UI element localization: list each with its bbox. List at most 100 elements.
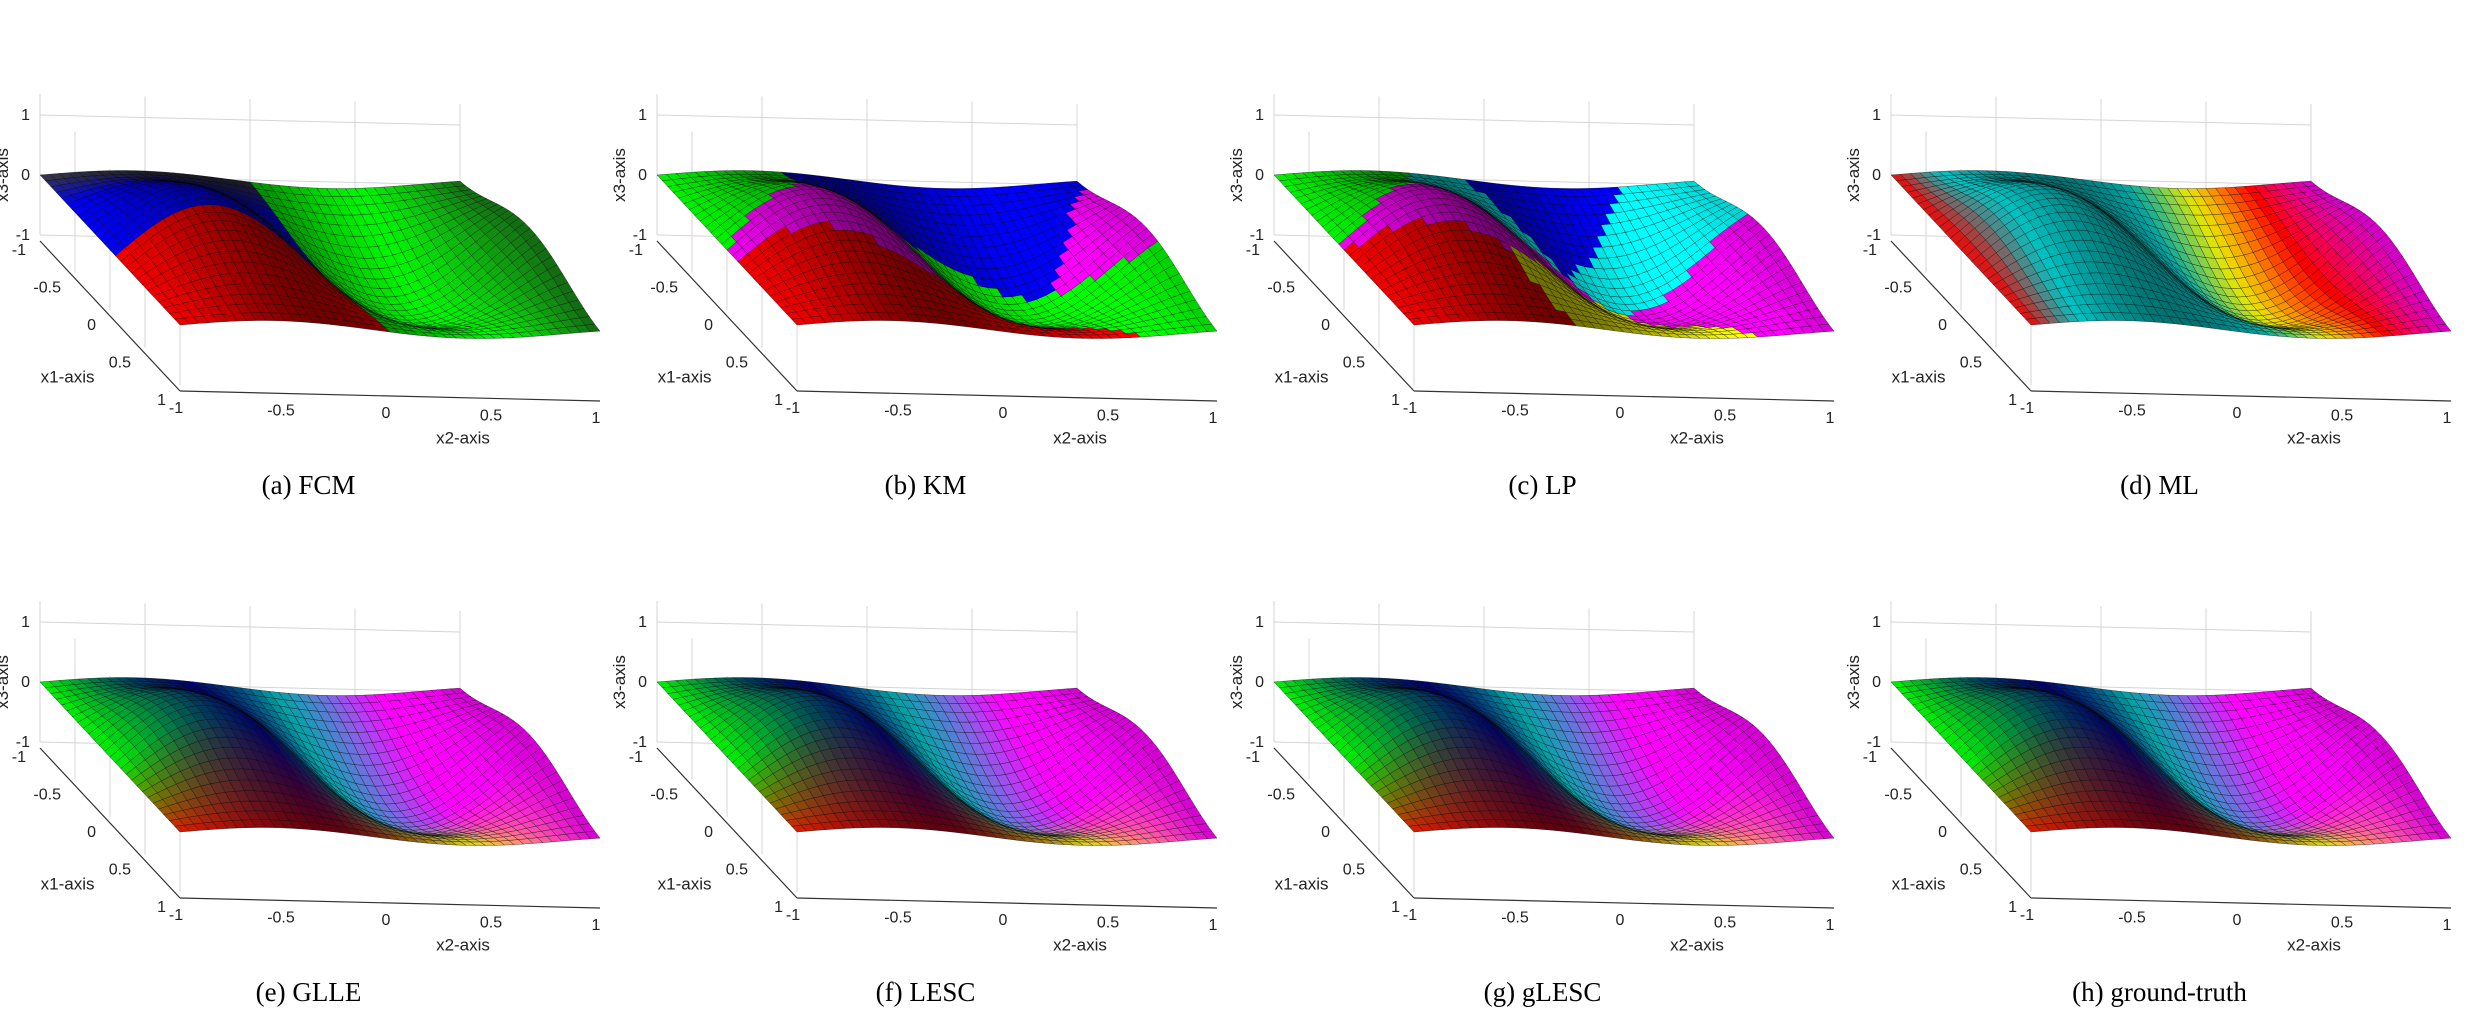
x1-tick-label: 0 xyxy=(704,317,713,334)
x3-tick-label: -1 xyxy=(1250,227,1264,244)
x3-tick-label: 1 xyxy=(1872,107,1881,124)
x2-tick-label: -1 xyxy=(169,400,183,417)
x1-axis-label: x1-axis xyxy=(41,367,95,386)
x2-tick-label: -1 xyxy=(786,400,800,417)
x3-tick-label: -1 xyxy=(633,227,647,244)
surface-plot: 10-1-1-0.500.51 -1 -0.5 0 0.5 1x3-axisx1-axis… xyxy=(1227,94,1835,448)
x1-axis-label: x1-axis xyxy=(658,367,712,386)
surface-patch xyxy=(1683,180,1700,187)
tick-labels: 10-1-1-0.500.51 -1 -0.5 0 0.5 1 xyxy=(629,107,1218,427)
x3-axis-label: x3-axis xyxy=(1227,148,1246,202)
surface-plot: 10-1-1-0.500.51 -1 -0.5 0 0.5 1x3-axisx1-axis… xyxy=(610,94,1218,448)
x1-tick-label: 0 xyxy=(1938,317,1947,334)
x2-tick-label: -0.5 xyxy=(2118,403,2146,420)
x2-tick-label: 0.5 xyxy=(1097,408,1119,425)
x2-tick-label: 0.5 xyxy=(480,408,502,425)
axis-lines xyxy=(1273,240,1835,402)
x1-tick-label: 1 xyxy=(1391,392,1400,409)
surface-mesh xyxy=(39,677,601,846)
surface-panel: 1 0 -1 -1 -0.5 0 0.5 1 -1 -0.5 0 0.5 1 x3-axis x1-axis… xyxy=(610,0,1234,507)
surface-plot: 10-1-1-0.500.51 -1 -0.5 0 0.5 1x3-axisx1-axis… xyxy=(0,601,601,955)
x1-axis-line xyxy=(656,240,798,392)
axis-lines xyxy=(1890,240,2452,402)
x1-tick-label: -1 xyxy=(12,242,26,259)
x1-tick-label: -1 xyxy=(1246,242,1260,259)
x3-tick-label: -1 xyxy=(16,227,30,244)
x2-tick-label: 1 xyxy=(592,410,601,427)
x2-tick-label: 0.5 xyxy=(1714,408,1736,425)
surface-panel: 1 0 -1 -1 -0.5 0 0.5 1 -1 -0.5 0 0.5 1 x3-axis x1-axis… xyxy=(0,507,617,1014)
x1-axis-line xyxy=(1890,240,2032,392)
x3-axis-label: x3-axis xyxy=(0,148,12,202)
x2-tick-label: 0 xyxy=(2233,405,2242,422)
axis-lines xyxy=(656,240,1218,402)
x1-tick-label: 0 xyxy=(1321,317,1330,334)
tick-labels: 10-1-1-0.500.51 -1 -0.5 0 0.5 1 xyxy=(1246,107,1835,427)
x3-tick-label: 0 xyxy=(1872,167,1881,184)
x1-axis-line xyxy=(1273,240,1415,392)
x2-tick-label: 1 xyxy=(1826,410,1835,427)
x1-axis-label: x1-axis xyxy=(1892,367,1946,386)
tick-labels: 10-1-1-0.500.51 -1 -0.5 0 0.5 1 xyxy=(12,107,601,427)
x3-tick-label: 0 xyxy=(21,167,30,184)
x3-tick-label: 0 xyxy=(638,167,647,184)
surface-patch xyxy=(1066,180,1083,187)
x2-axis-label: x2-axis xyxy=(1053,429,1107,448)
x1-tick-label: -0.5 xyxy=(1884,280,1912,297)
x3-axis-label: x3-axis xyxy=(610,148,629,202)
x1-axis-line xyxy=(39,240,181,392)
x3-tick-label: 1 xyxy=(21,107,30,124)
axis-lines xyxy=(39,240,601,402)
x1-tick-label: -1 xyxy=(1863,242,1877,259)
x1-tick-label: -0.5 xyxy=(33,280,61,297)
surface-patch xyxy=(449,180,466,187)
x1-tick-label: 1 xyxy=(2008,392,2017,409)
x2-tick-label: -1 xyxy=(2020,400,2034,417)
surface-panel: 1 0 -1 -1 -0.5 0 0.5 1 -1 -0.5 0 0.5 1 x3-axis x1-axis… xyxy=(0,0,617,507)
panel-caption: (c) LP xyxy=(1508,470,1577,500)
x1-tick-label: 0 xyxy=(87,317,96,334)
panel-caption: (b) KM xyxy=(884,470,967,500)
x3-axis-label: x3-axis xyxy=(1844,148,1863,202)
x2-axis-line xyxy=(2030,390,2452,402)
x1-tick-label: -0.5 xyxy=(1267,280,1295,297)
surface-plot: 10-1-1-0.500.51 -1 -0.5 0 0.5 1x3-axisx1-axis… xyxy=(1844,94,2452,448)
surface-mesh xyxy=(39,170,601,339)
surface-panel: 1 0 -1 -1 -0.5 0 0.5 1 -1 -0.5 0 0.5 1 x3-axis x1-axis… xyxy=(1227,0,1851,507)
x2-tick-label: -0.5 xyxy=(884,403,912,420)
panel-caption: (a) FCM xyxy=(261,470,356,500)
surface-panel: 1 0 -1 -1 -0.5 0 0.5 1 -1 -0.5 0 0.5 1 x3-axis x1-axis… xyxy=(1844,0,2468,507)
x1-tick-label: 1 xyxy=(157,392,166,409)
x1-tick-label: -0.5 xyxy=(650,280,678,297)
x2-tick-label: 0 xyxy=(1616,405,1625,422)
x2-tick-label: 0 xyxy=(382,405,391,422)
surface-mesh xyxy=(1273,170,1835,339)
x2-tick-label: 0.5 xyxy=(2331,408,2353,425)
x1-tick-label: 0.5 xyxy=(1960,355,1982,372)
x2-tick-label: -1 xyxy=(1403,400,1417,417)
x1-axis-label: x1-axis xyxy=(1275,367,1329,386)
x2-axis-label: x2-axis xyxy=(1670,429,1724,448)
x1-tick-label: 1 xyxy=(774,392,783,409)
tick-labels: 10-1-1-0.500.51 -1 -0.5 0 0.5 1 xyxy=(1863,107,2452,427)
x2-axis-line xyxy=(1413,390,1835,402)
x3-tick-label: 0 xyxy=(1255,167,1264,184)
x3-tick-label: 1 xyxy=(638,107,647,124)
x3-tick-label: 1 xyxy=(1255,107,1264,124)
x2-axis-line xyxy=(179,390,601,402)
x2-axis-line xyxy=(796,390,1218,402)
x1-tick-label: 0.5 xyxy=(109,355,131,372)
x1-tick-label: 0.5 xyxy=(1343,355,1365,372)
x2-tick-label: -0.5 xyxy=(267,403,295,420)
surface-mesh xyxy=(1890,170,2452,339)
x3-tick-label: -1 xyxy=(1867,227,1881,244)
surface-plot: 10-1-1-0.500.51 -1 -0.5 0 0.5 1x3-axisx1-axis… xyxy=(0,94,601,448)
x1-tick-label: 0.5 xyxy=(726,355,748,372)
x2-axis-label: x2-axis xyxy=(2287,429,2341,448)
x2-tick-label: -0.5 xyxy=(1501,403,1529,420)
x2-axis-label: x2-axis xyxy=(436,429,490,448)
panel-caption: (d) ML xyxy=(2120,470,2199,500)
x1-tick-label: -1 xyxy=(629,242,643,259)
x2-tick-label: 1 xyxy=(2443,410,2452,427)
